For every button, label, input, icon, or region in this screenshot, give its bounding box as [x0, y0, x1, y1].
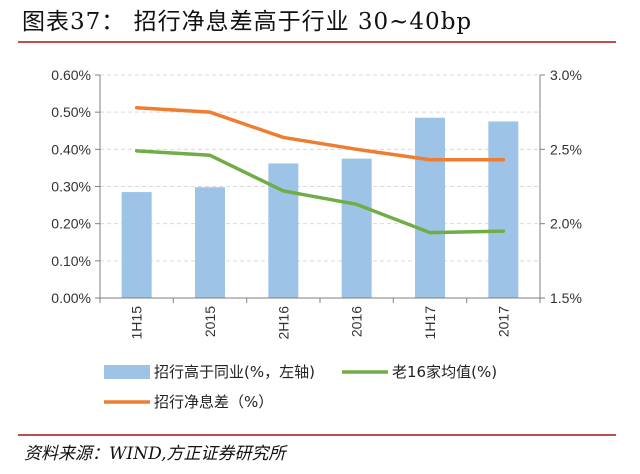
bar — [195, 187, 225, 298]
bar — [341, 158, 372, 298]
title-divider — [18, 41, 616, 43]
legend-label: 招行净息差（%） — [154, 393, 273, 411]
source-note: 资料来源：WIND,方正证券研究所 — [24, 444, 286, 464]
y-left-tick-label: 0.50% — [51, 104, 91, 120]
x-tick-label: 1H15 — [129, 306, 145, 340]
bar — [268, 163, 299, 298]
bar — [415, 117, 445, 298]
line-peer-average — [134, 149, 506, 235]
y-right-tick-label: 2.0% — [550, 216, 582, 232]
y-right-tick-label: 1.5% — [550, 290, 582, 306]
y-right-tick-label: 3.0% — [550, 67, 582, 83]
x-tick-label: 2H16 — [275, 306, 291, 340]
y-left-tick-label: 0.60% — [51, 67, 91, 83]
bar — [488, 121, 519, 298]
chart: 0.00% 0.10% 0.20% 0.30% 0.40% 0.50% 0.60% 1.5% 2… — [51, 67, 582, 411]
y-left-tick-label: 0.30% — [51, 179, 91, 195]
source-divider — [18, 434, 616, 436]
legend-label: 招行高于同业(%，左轴) — [154, 363, 315, 381]
bar — [121, 192, 152, 298]
line-cmb-nim — [134, 105, 506, 162]
y-right-tick-label: 2.5% — [550, 141, 582, 157]
y-left-tick-label: 0.20% — [51, 216, 91, 232]
y-left-tick-label: 0.40% — [51, 141, 91, 157]
legend-label: 老16家均值(%) — [392, 363, 497, 381]
x-tick-label: 2016 — [349, 306, 365, 337]
legend-swatch — [104, 365, 150, 379]
figure-title: 图表37： 招行净息差高于行业 30~40bp — [22, 9, 473, 35]
y-left-tick-label: 0.00% — [51, 290, 91, 306]
y-left-tick-label: 0.10% — [51, 253, 91, 269]
x-tick-label: 2017 — [495, 306, 511, 337]
x-tick-label: 1H17 — [422, 306, 438, 340]
x-tick-label: 2015 — [202, 306, 218, 337]
